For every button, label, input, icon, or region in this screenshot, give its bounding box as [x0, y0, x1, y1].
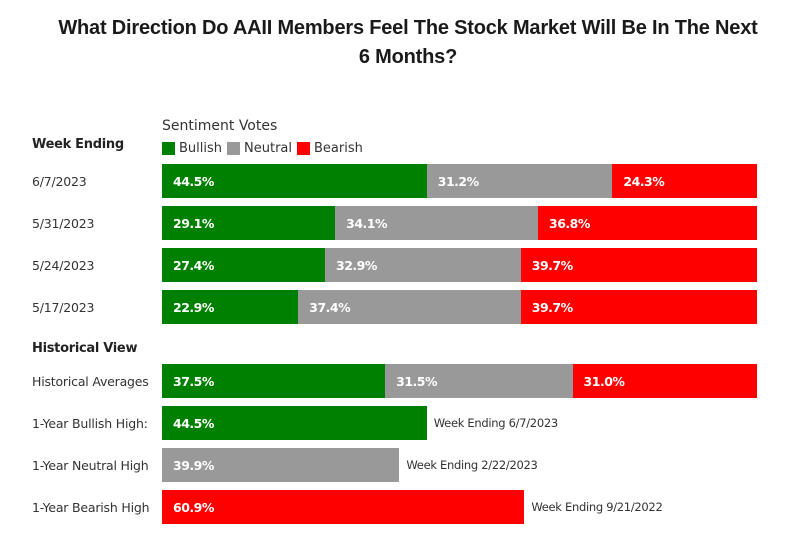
bar-segment-bullish[interactable] [162, 290, 299, 324]
chart-title-line-2: 6 Months? [358, 46, 458, 68]
bar-segment-neutral[interactable] [325, 248, 521, 282]
data-label-bearish: 24.3% [623, 174, 665, 189]
bar-segment-neutral[interactable] [298, 290, 521, 324]
data-label-bullish: 29.1% [173, 216, 214, 231]
bar-segment-neutral[interactable] [335, 206, 539, 240]
data-label-bullish: 44.5% [173, 416, 214, 431]
legend-swatch-bearish [297, 142, 310, 155]
section-heading: Historical View [32, 341, 138, 356]
bar-bullish-high[interactable] [162, 406, 427, 440]
bar-neutral-high[interactable] [162, 448, 400, 482]
row-label: 1-Year Bearish High [32, 500, 150, 515]
bar-segment-bearish[interactable] [520, 290, 757, 324]
bar-segment-bullish[interactable] [162, 248, 326, 282]
row-label: 6/7/2023 [32, 174, 87, 189]
bar-segment-bearish[interactable] [538, 206, 757, 240]
week-ending-note: Week Ending 9/21/2022 [531, 500, 663, 514]
data-label-bearish: 60.9% [173, 500, 214, 515]
data-label-bullish: 37.5% [173, 374, 214, 389]
week-ending-note: Week Ending 6/7/2023 [433, 416, 558, 430]
bar-segment-bullish[interactable] [162, 164, 427, 198]
row-label: Historical Averages [32, 374, 149, 389]
bar-segment-bearish[interactable] [612, 164, 757, 198]
data-label-bearish: 39.7% [531, 258, 573, 273]
bar-segment-neutral[interactable] [385, 364, 573, 398]
legend-swatch-neutral [227, 142, 241, 155]
bar-segment-neutral[interactable] [426, 164, 613, 198]
row-label: 5/17/2023 [32, 300, 95, 315]
bar-segment-bullish[interactable] [162, 206, 336, 240]
data-label-bearish: 39.7% [531, 300, 573, 315]
legend-item-bearish: Bearish [297, 141, 363, 156]
chart-title-line-1: What Direction Do AAII Members Feel The … [58, 17, 758, 39]
row-label: 5/31/2023 [32, 216, 95, 231]
legend-label-bearish: Bearish [314, 141, 363, 156]
data-label-neutral: 34.1% [346, 216, 388, 231]
week-ending-note: Week Ending 2/22/2023 [406, 458, 538, 472]
legend-item-neutral: Neutral [227, 141, 292, 156]
data-label-bullish: 22.9% [173, 300, 214, 315]
legend-item-bullish: Bullish [162, 141, 222, 156]
data-label-neutral: 31.5% [396, 374, 437, 389]
bar-segment-bullish[interactable] [162, 364, 386, 398]
data-label-neutral: 39.9% [173, 458, 214, 473]
row-label: 1-Year Neutral High [32, 458, 149, 473]
legend-label-neutral: Neutral [244, 141, 292, 156]
chart-title: What Direction Do AAII Members Feel The … [0, 14, 800, 72]
legend-swatch-bullish [162, 142, 175, 155]
bar-bearish-high[interactable] [162, 490, 525, 524]
data-label-bullish: 44.5% [173, 174, 214, 189]
bar-segment-bearish[interactable] [520, 248, 757, 282]
row-label: 5/24/2023 [32, 258, 95, 273]
data-label-neutral: 37.4% [309, 300, 351, 315]
data-label-bullish: 27.4% [173, 258, 214, 273]
legend: Bullish Neutral Bearish [162, 141, 368, 156]
row-label: 1-Year Bullish High: [32, 416, 148, 431]
legend-label-bullish: Bullish [179, 141, 223, 156]
data-label-bearish: 36.8% [549, 216, 590, 231]
bar-segment-bearish[interactable] [572, 364, 757, 398]
section-heading: Week Ending [32, 137, 124, 152]
legend-title: Sentiment Votes [162, 118, 278, 134]
data-label-neutral: 31.2% [437, 174, 479, 189]
data-label-neutral: 32.9% [336, 258, 377, 273]
data-label-bearish: 31.0% [583, 374, 625, 389]
